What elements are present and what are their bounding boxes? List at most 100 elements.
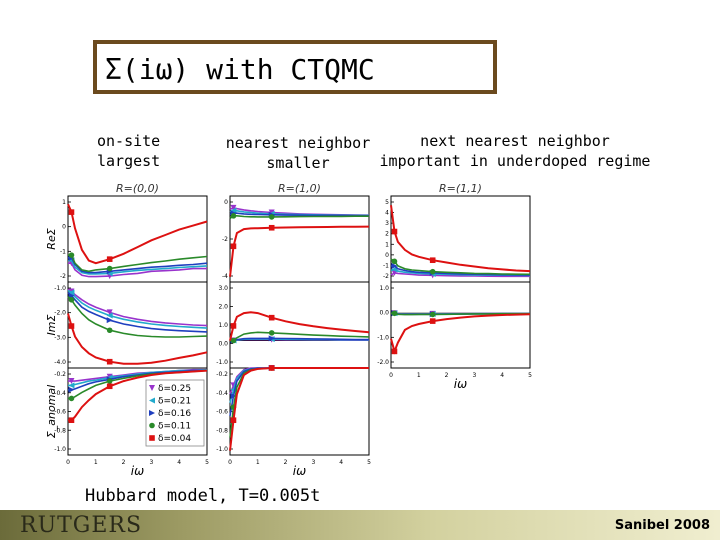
ytick-label-r0c2: -1 [383,262,389,269]
legend-marker-4 [149,435,155,441]
series-line-r1c0-s1 [67,289,208,329]
series-marker-r1c1-s3 [230,337,237,344]
series-marker-r0c1-s3 [230,213,237,219]
xtick-label-c2: 1 [417,372,421,379]
series-marker-r2c0-s4 [106,383,113,390]
ytick-label-r2c1: -0.4 [216,390,228,397]
ytick-label-r1c0: -4.0 [54,359,66,366]
legend-label-1: δ=0.21 [158,397,191,407]
series-line-r0c1-s4 [229,225,370,277]
xtick-label-c0: 3 [149,459,153,466]
panel-frame-r2c1 [229,367,370,456]
series-marker-r1c2-s4 [391,348,398,355]
series-marker-r1c0-s4 [68,323,75,329]
panel-title-c1: R=(1,0) [278,182,321,195]
series-line-r2c1-s4 [229,367,369,451]
series-line-r0c0-s2 [68,257,208,274]
legend-label-3: δ=0.11 [158,422,191,432]
ytick-label-r2c0: -0.4 [54,390,66,397]
ytick-label-r0c2: 3 [385,220,389,227]
series-marker-r1c0-s0 [106,309,113,316]
series-marker-r0c2-s3 [391,258,398,265]
ytick-label-r2c0: -0.8 [54,427,66,434]
ytick-label-r1c2: -2.0 [377,359,389,366]
ytick-label-r2c0: -1.0 [54,446,66,453]
series-marker-r0c2-s4 [429,257,436,264]
series-marker-r1c1-s2 [268,335,275,342]
col-label-onsite: on-site largest [97,132,161,170]
xtick-label-c2: 2 [445,372,449,379]
series-line-r1c0-s2 [67,291,208,333]
ytick-label-r1c0: -2.0 [54,310,66,317]
series-marker-r1c0-s1 [68,289,75,296]
slide-title-box: Σ(iω) with CTQMC [93,40,497,94]
series-marker-r1c2-s4 [429,318,436,324]
xtick-label-c0: 5 [205,459,209,466]
series-marker-r1c0-s2 [106,317,113,324]
series-line-r2c0-s1 [68,368,208,387]
series-marker-r2c0-s3 [68,395,75,402]
ytick-label-r1c1: 3.0 [218,285,228,292]
series-marker-r1c0-s4 [106,358,113,365]
series-line-r1c2-s3 [391,312,530,316]
ytick-label-r1c2: 1.0 [379,285,389,292]
ytick-label-r1c1: -1.0 [216,359,228,366]
ytick-label-r2c1: -1.0 [216,446,228,453]
col-label-nearest: nearest neighbor smaller [225,134,371,172]
ytick-label-r0c2: -2 [383,273,389,280]
series-marker-r2c0-s4 [68,417,75,423]
series-marker-r0c2-s2 [391,262,398,269]
ytick-label-r0c0: -1 [60,248,66,255]
series-line-r0c2-s2 [391,265,531,276]
series-marker-r0c1-s1 [230,207,237,214]
series-marker-r1c1-s3 [268,330,275,336]
rutgers-logo: RUTGERS [20,513,143,538]
ytick-label-r1c2: -1.0 [377,334,389,341]
series-line-r1c0-s3 [67,296,208,338]
ytick-label-r1c0: -1.0 [54,285,66,292]
series-marker-r0c1-s4 [230,243,237,250]
series-marker-r1c0-s2 [68,292,75,299]
legend-label-0: δ=0.25 [158,384,191,394]
slide-title: Σ(iω) with CTQMC [105,53,375,86]
x-axis-label-c0: iω [131,464,144,478]
series-marker-r1c1-s4 [268,314,275,321]
legend-box [145,379,205,447]
xtick-label-c0: 1 [94,459,98,466]
series-line-r0c0-s4 [67,203,208,265]
x-axis-label-c1: iω [293,464,306,478]
xtick-label-c1: 5 [367,459,371,466]
ytick-label-r0c2: 2 [385,231,389,238]
ytick-label-r2c0: -0.6 [54,409,66,416]
series-marker-r1c0-s3 [68,297,75,303]
series-line-r1c0-s4 [67,313,208,365]
series-marker-r0c2-s4 [391,228,398,235]
row-ylabel-0: ReΣ [45,228,58,249]
legend-label-2: δ=0.16 [158,409,191,419]
series-marker-r1c0-s3 [106,327,113,334]
series-line-r1c1-s3 [230,331,370,342]
col-label-next-nearest: next nearest neighbor important in under… [379,132,651,170]
legend-label-4: δ=0.04 [158,434,191,444]
series-marker-r0c0-s4 [106,256,113,262]
series-marker-r0c0-s3 [106,265,113,272]
series-marker-r2c1-s2 [230,392,237,399]
footnote: Hubbard model, T=0.005t [85,486,321,506]
xtick-label-c1: 1 [256,459,260,466]
ytick-label-r2c0: -0.2 [54,371,66,378]
ytick-label-r2c1: -0.6 [216,409,228,416]
series-marker-r0c1-s3 [268,214,275,220]
legend-marker-3 [149,422,155,429]
xtick-label-c1: 4 [339,459,343,466]
series-marker-r2c0-s0 [68,378,75,385]
series-line-r1c2-s4 [390,313,531,355]
series-marker-r1c2-s3 [391,310,398,317]
row-ylabel-1: ImΣ [45,315,58,336]
ytick-label-r1c0: -3.0 [54,334,66,341]
ytick-label-r0c2: 0 [385,252,389,259]
series-marker-r0c1-s0 [230,204,237,211]
ytick-label-r0c0: 1 [62,199,66,206]
series-marker-r2c0-s3 [106,378,113,384]
series-marker-r2c0-s1 [68,382,75,389]
